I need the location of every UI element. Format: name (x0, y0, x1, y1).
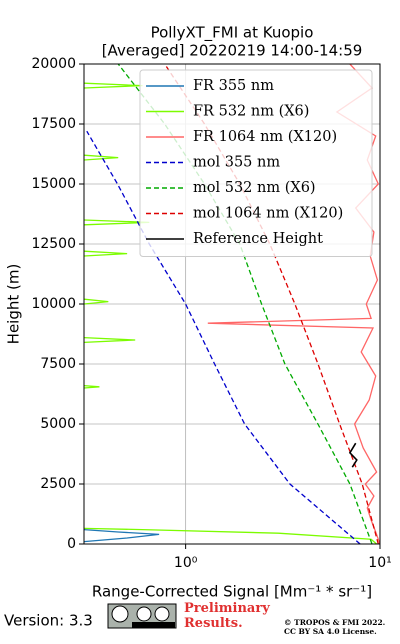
y-tick-label: 0 (67, 536, 76, 552)
profile-line (84, 528, 160, 543)
profile-line (348, 442, 358, 468)
legend-label: mol 1064 nm (X120) (193, 206, 343, 222)
y-tick-label: 12500 (31, 236, 76, 252)
x-axis-label: Range-Corrected Signal [Mm⁻¹ * sr⁻¹] (92, 583, 372, 601)
y-tick-label: 15000 (31, 176, 76, 192)
y-tick-label: 5000 (40, 416, 76, 432)
cc-badge (107, 603, 177, 629)
legend-label: FR 532 nm (X6) (193, 104, 309, 120)
y-tick-label: 2500 (40, 476, 76, 492)
profile-line (86, 130, 361, 544)
legend-box (139, 69, 373, 257)
x-tick-label: 10⁰ (174, 555, 198, 571)
y-axis-label: Height (m) (5, 264, 23, 345)
license: CC BY SA 4.0 License. (284, 627, 377, 636)
copyright: © TROPOS & FMI 2022. (284, 618, 385, 627)
profile-line (117, 64, 373, 544)
preliminary: Preliminary Results. (184, 601, 270, 631)
chart-title: PollyXT_FMI at Kuopio (151, 24, 314, 43)
chart-subtitle: [Averaged] 20220219 14:00-14:59 (102, 42, 363, 60)
legend-label: FR 355 nm (193, 78, 274, 94)
y-tick-label: 20000 (31, 56, 76, 72)
y-tick-label: 17500 (31, 116, 76, 132)
legend-label: FR 1064 nm (X120) (193, 129, 337, 145)
legend-label: mol 532 nm (X6) (193, 180, 316, 196)
y-tick-label: 10000 (31, 296, 76, 312)
y-tick-label: 7500 (40, 356, 76, 372)
legend-label: Reference Height (193, 231, 323, 247)
preliminary-box: Preliminary Results. (184, 601, 270, 631)
version: Version: 3.3 (4, 612, 93, 630)
x-tick-label: 10¹ (368, 555, 391, 571)
legend: FR 355 nm FR 532 nm (X6) FR 1064 nm (X120)… (139, 69, 373, 257)
legend-label: mol 355 nm (193, 155, 280, 171)
